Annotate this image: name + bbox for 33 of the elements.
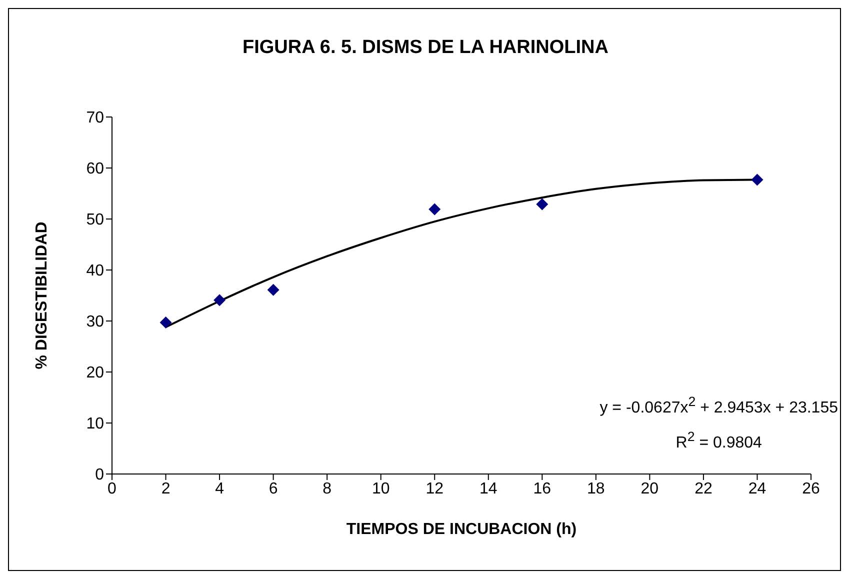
y-tick-label: 40 — [86, 262, 104, 280]
x-tick-label: 2 — [161, 480, 170, 498]
point — [428, 203, 441, 216]
x-tick-label: 6 — [268, 480, 278, 498]
x-tick-label: 4 — [215, 480, 224, 498]
y-tick-label: 0 — [95, 466, 104, 484]
y-tick-label: 30 — [86, 314, 104, 331]
y-tick-label: 70 — [86, 110, 104, 127]
point — [214, 294, 226, 306]
point — [751, 174, 764, 186]
point — [160, 316, 172, 329]
x-axis-title: TIEMPOS DE INCUBACION (h) — [346, 521, 577, 538]
x-tick-label: 18 — [587, 480, 605, 498]
y-tick-label: 10 — [86, 416, 104, 433]
x-tick-label: 24 — [748, 480, 766, 498]
point — [536, 198, 548, 210]
x-tick-label: 8 — [322, 480, 332, 498]
x-tick-label: 26 — [802, 480, 820, 498]
fit-equation: R$^{2}$ = 0.9804 — [674, 428, 763, 454]
y-tick-label: 20 — [86, 364, 104, 382]
x-tick-label: 20 — [640, 480, 659, 498]
x-tick-label: 16 — [533, 480, 552, 498]
y-tick-label: 50 — [86, 212, 104, 229]
y-axis-title: % DIGESTIBILIDAD — [34, 222, 51, 370]
x-tick-label: 12 — [426, 480, 444, 498]
fit-equation: y = -0.0627x$^{2}$ + 2.9453x + 23.155 — [600, 393, 838, 418]
x-tick-label: 14 — [479, 480, 498, 498]
chart-title: FIGURA 6. 5. DISMS DE LA HARINOLINA — [242, 37, 610, 59]
y-tick-label: 60 — [86, 160, 104, 178]
x-tick-label: 10 — [372, 480, 390, 498]
x-tick-label: 0 — [108, 480, 117, 498]
point — [267, 284, 280, 296]
x-tick-label: 22 — [694, 480, 712, 498]
